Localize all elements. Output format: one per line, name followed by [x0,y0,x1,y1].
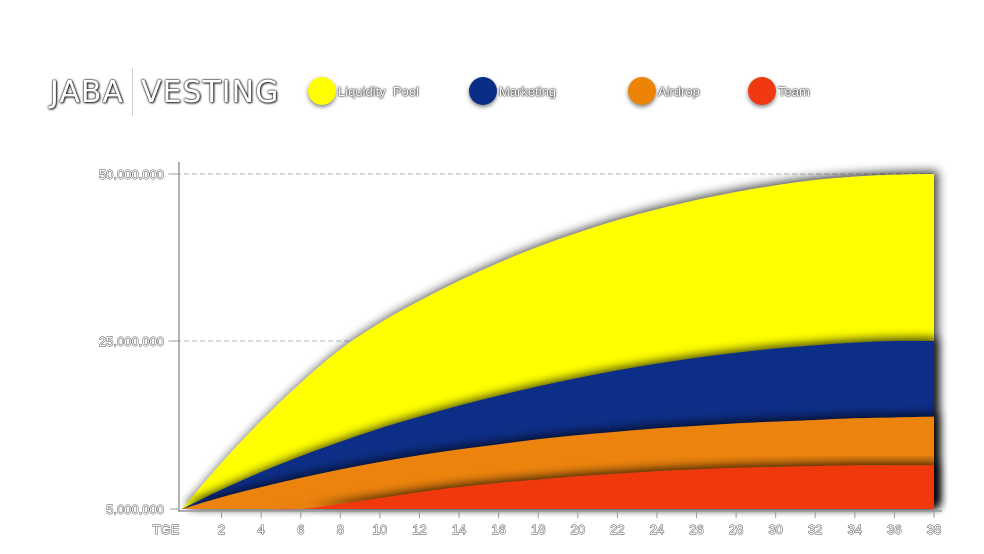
chart-title: JABA VESTING [50,68,279,116]
area-team [182,465,934,510]
title-text: VESTING [140,74,280,110]
x-axis-ticks: TGE 2 4 6 8 10 12 14 16 18 20 22 24 26 28 30 32 34 36 38 [152,511,942,537]
x-tick-label-11: 22 [610,522,624,537]
legend-label-liquidity-pool: Liquidity Pool [338,83,419,99]
x-tick-label-16: 32 [808,522,822,537]
legend-swatch-team [748,77,776,105]
y-axis-ticks: 5.000.000 25.000.000 50.000.000 [98,167,179,517]
x-tick-label-8: 16 [491,522,505,537]
legend-item-marketing: Marketing [469,77,557,105]
x-tick-label-5: 10 [373,522,387,537]
legend-item-liquidity-pool: Liquidity Pool [308,77,419,105]
legend-label-team: Team [778,83,810,99]
x-tick-label-6: 12 [412,522,426,537]
brand-name: JABA [50,74,124,110]
legend-label-marketing: Marketing [499,83,557,99]
legend-item-airdrop: Airdrop [628,77,700,105]
area-series [182,174,934,510]
x-tick-label-3: 6 [297,522,304,537]
x-tick-label-12: 24 [650,522,664,537]
x-tick-label-14: 28 [729,522,743,537]
y-tick-label-1: 25.000.000 [99,334,164,349]
x-tick-label-15: 30 [768,522,782,537]
x-tick-label-18: 36 [887,522,901,537]
legend-swatch-airdrop [628,77,656,105]
x-tick-label-9: 18 [531,522,545,537]
x-tick-label-2: 4 [258,522,265,537]
y-tick-label-0: 5.000.000 [106,502,164,517]
x-tick-label-19: 38 [927,522,941,537]
x-tick-label-7: 14 [452,522,466,537]
x-tick-label-17: 34 [848,522,862,537]
x-tick-label-13: 26 [689,522,703,537]
x-tick-label-4: 8 [337,522,344,537]
x-tick-label-10: 20 [571,522,585,537]
x-tick-label-1: 2 [218,522,225,537]
title-divider [131,68,133,116]
legend-swatch-marketing [469,77,497,105]
x-tick-label-0: TGE [153,522,180,537]
legend-swatch-liquidity-pool [308,77,336,105]
y-tick-label-2: 50.000.000 [99,167,164,182]
legend-label-airdrop: Airdrop [658,83,700,99]
legend-item-team: Team [748,77,810,105]
